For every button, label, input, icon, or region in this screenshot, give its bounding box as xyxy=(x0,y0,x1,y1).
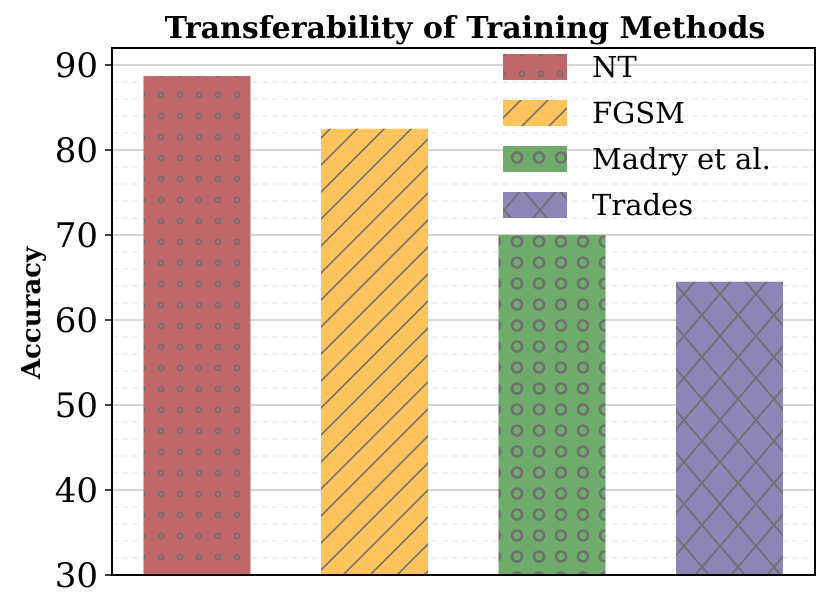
bar-hatch xyxy=(676,281,783,575)
legend-label: NT xyxy=(592,50,637,84)
legend-swatch-hatch xyxy=(503,100,567,126)
bar-nt xyxy=(143,76,251,576)
bar-trades xyxy=(676,281,783,575)
legend-swatch-hatch xyxy=(503,54,567,80)
bar-madry-et-al- xyxy=(498,235,606,575)
legend: NT FGSM Madry et al. Trades xyxy=(503,50,771,222)
legend-item: Trades xyxy=(503,188,693,222)
y-axis-label: Accuracy xyxy=(17,246,47,380)
y-tick-label: 80 xyxy=(55,131,98,171)
legend-label: FGSM xyxy=(592,96,685,130)
legend-label: Madry et al. xyxy=(592,142,771,176)
y-tick-label: 70 xyxy=(55,216,98,256)
legend-swatch-hatch xyxy=(503,146,567,172)
bar-hatch xyxy=(143,76,251,576)
legend-item: Madry et al. xyxy=(503,142,771,176)
y-axis-ticks: 30 40 50 60 70 80 90 xyxy=(55,46,112,596)
plot-frame xyxy=(111,47,816,576)
legend-item: NT xyxy=(503,50,637,84)
bar-hatch xyxy=(321,128,428,575)
chart-title: Transferability of Training Methods xyxy=(165,11,766,46)
bars xyxy=(143,76,783,576)
y-tick-label: 30 xyxy=(55,556,98,596)
y-tick-label: 40 xyxy=(55,471,98,511)
legend-swatch-hatch xyxy=(503,192,567,218)
y-tick-label: 50 xyxy=(55,386,98,426)
legend-item: FGSM xyxy=(503,96,685,130)
legend-label: Trades xyxy=(592,188,693,222)
y-tick-label: 90 xyxy=(55,46,98,86)
y-tick-label: 60 xyxy=(55,301,98,341)
bar-fgsm xyxy=(321,128,428,575)
bar-hatch xyxy=(498,235,606,575)
